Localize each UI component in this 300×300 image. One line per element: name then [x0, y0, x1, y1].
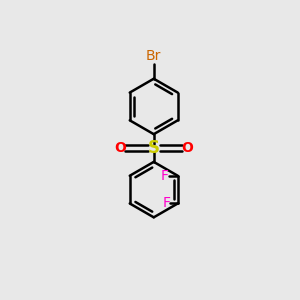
Text: Br: Br — [146, 49, 161, 63]
Text: O: O — [114, 141, 126, 155]
Text: S: S — [148, 139, 160, 157]
Text: F: F — [162, 196, 170, 211]
Text: F: F — [161, 169, 169, 183]
Text: O: O — [181, 141, 193, 155]
